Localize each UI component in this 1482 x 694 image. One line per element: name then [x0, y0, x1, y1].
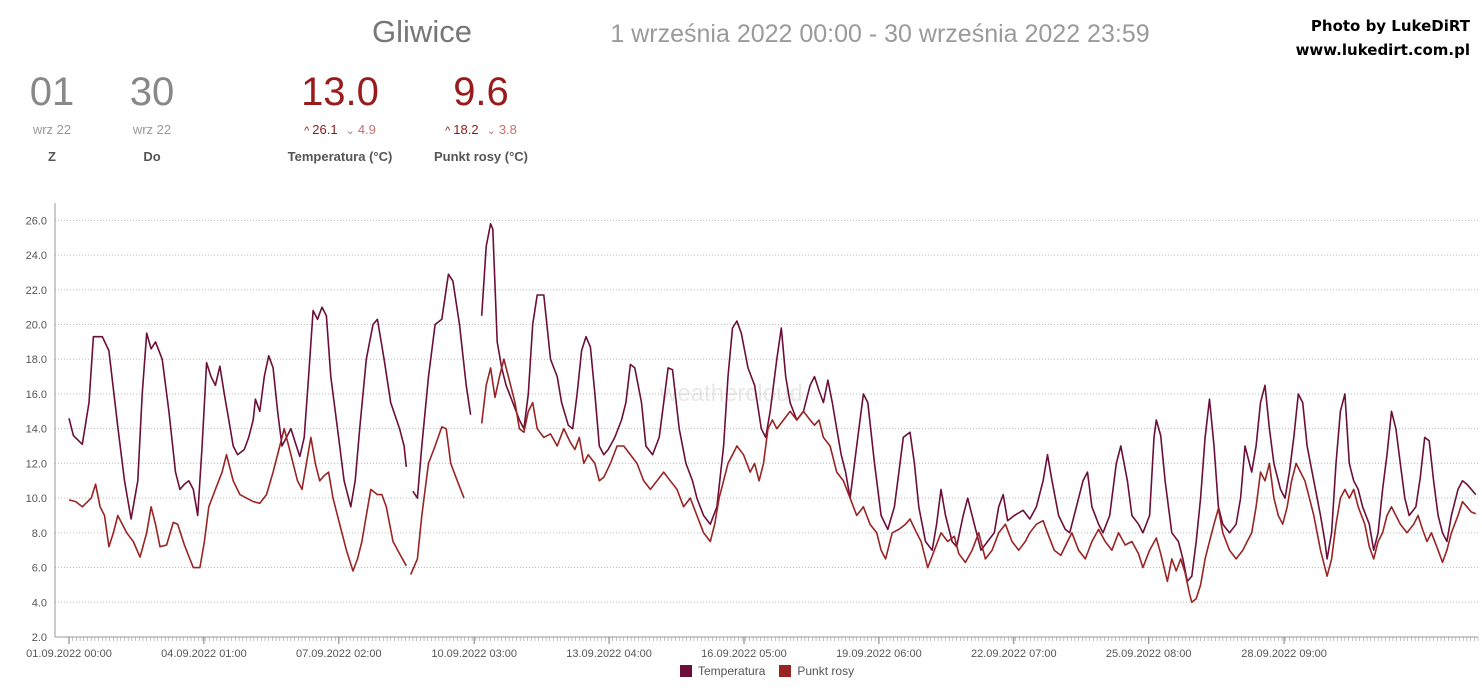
stat-from-value: 01 — [29, 70, 75, 114]
stat-temperature-value: 13.0 — [301, 70, 379, 114]
dewpoint-min: ⌄ 3.8 — [487, 122, 517, 137]
station-name: Gliwice — [372, 14, 472, 49]
series-dewpoint — [480, 358, 1477, 604]
y-tick-label: 18.0 — [26, 354, 47, 366]
y-tick-label: 14.0 — [26, 424, 47, 436]
y-tick-label: 10.0 — [26, 493, 47, 505]
chevron-down-icon: ⌄ — [486, 125, 496, 137]
x-tick-label: 10.09.2022 03:00 — [431, 648, 517, 660]
y-tick-label: 22.0 — [26, 285, 47, 297]
arrow-up-icon: ^ — [304, 125, 310, 137]
temperature-max-value: 26.1 — [312, 122, 338, 137]
temperature-min-value: 4.9 — [357, 122, 376, 137]
date-range[interactable]: 1 września 2022 00:00 - 30 września 2022… — [610, 20, 1150, 48]
stat-to: 30 wrz 22 Do — [72, 68, 232, 164]
y-tick-label: 20.0 — [26, 320, 47, 332]
chart-legend: Temperatura Punkt rosy — [680, 664, 854, 678]
series-dewpoint — [68, 427, 407, 572]
y-tick-label: 12.0 — [26, 458, 47, 470]
x-tick-label: 01.09.2022 00:00 — [26, 648, 112, 660]
legend-swatch-temperature — [680, 665, 692, 677]
y-tick-label: 16.0 — [26, 389, 47, 401]
series-temperature — [68, 306, 408, 520]
x-tick-label: 16.09.2022 05:00 — [701, 648, 787, 660]
series-temperature — [480, 222, 1477, 583]
stat-temperature-extremes: ^ 26.1 ⌄ 4.9 — [260, 122, 420, 140]
y-tick-label: 8.0 — [32, 528, 47, 540]
temperature-min: ⌄ 4.9 — [346, 122, 376, 137]
stat-dewpoint: 9.6 ^ 18.2 ⌄ 3.8 Punkt rosy (°C) — [401, 68, 561, 164]
legend-label-dewpoint: Punkt rosy — [797, 664, 855, 678]
stat-from-sub: wrz 22 — [32, 122, 72, 137]
legend-item-temperature[interactable]: Temperatura — [680, 664, 765, 678]
stat-temperature-label: Temperatura (°C) — [287, 149, 393, 164]
stat-from: 01 wrz 22 Z — [0, 68, 132, 164]
y-tick-label: 4.0 — [32, 597, 47, 609]
stat-temperature: 13.0 ^ 26.1 ⌄ 4.9 Temperatura (°C) — [260, 68, 420, 164]
stat-to-value: 30 — [129, 70, 175, 114]
legend-label-temperature: Temperatura — [698, 664, 766, 678]
stat-dewpoint-label: Punkt rosy (°C) — [433, 149, 529, 164]
stat-dewpoint-extremes: ^ 18.2 ⌄ 3.8 — [401, 122, 561, 140]
dewpoint-max-value: 18.2 — [453, 122, 479, 137]
watermark-line1: Photo by LukeDiRT — [1310, 17, 1470, 35]
y-tick-label: 26.0 — [26, 215, 47, 227]
watermark: Photo by LukeDiRT www.lukedirt.com.pl — [1296, 14, 1470, 62]
line-chart[interactable]: 2.0 4.0 6.0 8.0 10.0 12.0 14.0 16.0 18.0 20.0 22.0… — [0, 195, 1482, 660]
chevron-down-icon: ⌄ — [345, 125, 355, 137]
stat-from-label: Z — [48, 149, 56, 164]
series-dewpoint — [409, 426, 465, 575]
x-tick-label: 28.09.2022 09:00 — [1241, 648, 1327, 660]
dewpoint-min-value: 3.8 — [498, 122, 517, 137]
stat-to-sub: wrz 22 — [132, 122, 172, 137]
dewpoint-max: ^ 18.2 — [445, 122, 478, 137]
arrow-up-icon: ^ — [445, 125, 451, 137]
temperature-max: ^ 26.1 — [304, 122, 337, 137]
y-tick-label: 6.0 — [32, 563, 47, 575]
x-tick-label: 22.09.2022 07:00 — [971, 648, 1057, 660]
x-tick-label: 04.09.2022 01:00 — [161, 648, 247, 660]
legend-item-dewpoint[interactable]: Punkt rosy — [779, 664, 854, 678]
y-tick-label: 24.0 — [26, 250, 47, 262]
y-tick-label: 2.0 — [32, 632, 47, 644]
x-tick-label: 07.09.2022 02:00 — [296, 648, 382, 660]
x-tick-label: 25.09.2022 08:00 — [1106, 648, 1192, 660]
legend-swatch-dewpoint — [779, 665, 792, 677]
stat-to-label: Do — [143, 149, 161, 164]
series-temperature — [412, 273, 472, 499]
x-tick-label: 19.09.2022 06:00 — [836, 648, 922, 660]
x-tick-label: 13.09.2022 04:00 — [566, 648, 652, 660]
watermark-line2: www.lukedirt.com.pl — [1295, 41, 1470, 59]
stat-dewpoint-value: 9.6 — [453, 70, 509, 114]
